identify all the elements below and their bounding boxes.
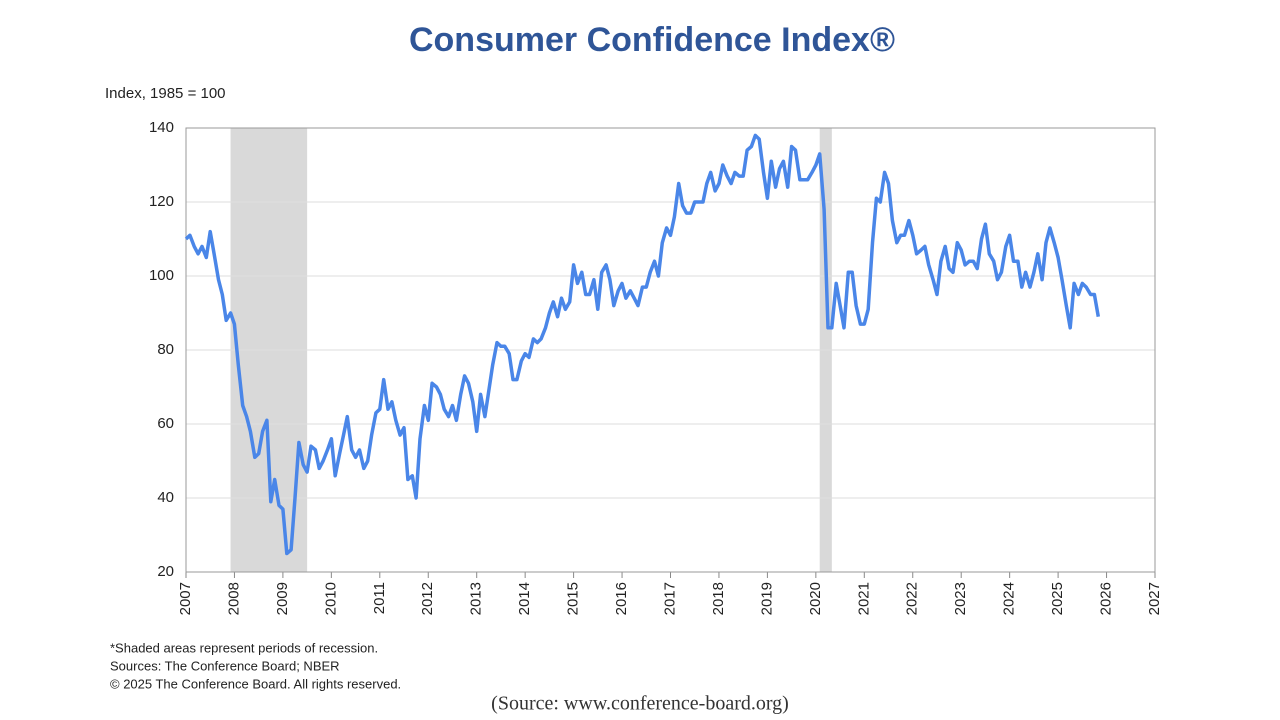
x-tick-label: 2011 bbox=[371, 582, 388, 614]
x-tick-label: 2021 bbox=[855, 582, 872, 615]
x-tick-label: 2015 bbox=[565, 582, 582, 615]
x-tick-label: 2009 bbox=[274, 582, 291, 615]
x-tick-label: 2012 bbox=[419, 582, 436, 615]
y-tick-label: 20 bbox=[157, 563, 174, 580]
x-tick-label: 2007 bbox=[177, 582, 194, 615]
chart-title: Consumer Confidence Index® bbox=[409, 21, 895, 59]
x-tick-label: 2027 bbox=[1146, 582, 1163, 615]
source-note: (Source: www.conference-board.org) bbox=[491, 693, 789, 715]
y-tick-label: 60 bbox=[157, 415, 174, 432]
y-axis-label: Index, 1985 = 100 bbox=[105, 85, 226, 102]
y-tick-label: 40 bbox=[157, 489, 174, 506]
x-tick-label: 2023 bbox=[952, 582, 969, 615]
data-line bbox=[184, 133, 1101, 556]
y-tick-label: 80 bbox=[157, 341, 174, 358]
x-tick-label: 2016 bbox=[613, 582, 630, 615]
footnote: *Shaded areas represent periods of reces… bbox=[110, 640, 378, 655]
x-tick-label: 2020 bbox=[807, 582, 824, 615]
x-tick-label: 2025 bbox=[1049, 582, 1066, 615]
footnote: © 2025 The Conference Board. All rights … bbox=[110, 676, 401, 691]
x-tick-label: 2019 bbox=[758, 582, 775, 615]
y-tick-label: 120 bbox=[149, 193, 174, 210]
y-tick-label: 100 bbox=[149, 267, 174, 284]
x-tick-label: 2022 bbox=[904, 582, 921, 615]
footnote: Sources: The Conference Board; NBER bbox=[110, 658, 340, 673]
x-tick-label: 2013 bbox=[468, 582, 485, 615]
x-tick-label: 2018 bbox=[710, 582, 727, 615]
x-tick-label: 2014 bbox=[516, 582, 533, 615]
plot-border bbox=[185, 127, 1156, 573]
x-tick-label: 2024 bbox=[1001, 582, 1018, 615]
x-tick-label: 2008 bbox=[225, 582, 242, 615]
x-tick-label: 2010 bbox=[322, 582, 339, 615]
plot-area: 20 40 60 80 100 120 140 2007 2008 2009 2010 2011 201… bbox=[149, 119, 1163, 615]
x-tick-label: 2026 bbox=[1098, 582, 1115, 615]
y-tick-label: 140 bbox=[149, 119, 174, 136]
x-tick-label: 2017 bbox=[661, 582, 678, 615]
